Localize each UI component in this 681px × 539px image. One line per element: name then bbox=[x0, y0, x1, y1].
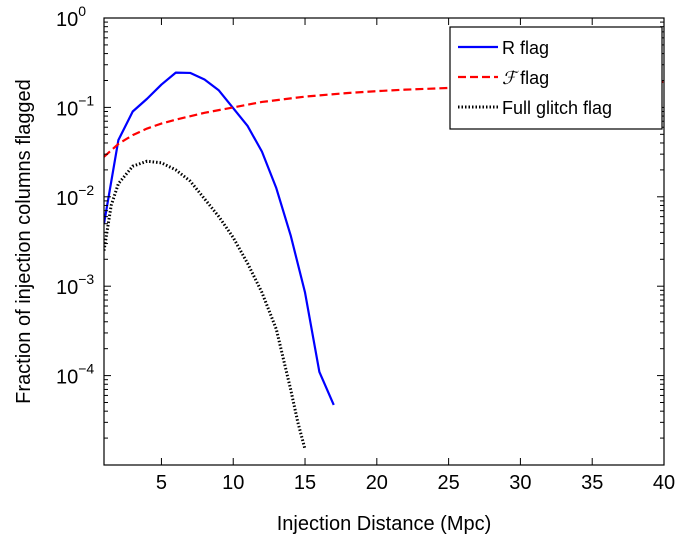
x-tick-label: 40 bbox=[653, 472, 675, 494]
y-tick-label: 10−1 bbox=[56, 92, 94, 120]
series-layer bbox=[104, 71, 664, 450]
y-tick-label: 100 bbox=[56, 3, 86, 31]
x-tick-label: 5 bbox=[156, 472, 167, 494]
legend: R flag ℱ flag Full glitch flag bbox=[449, 26, 663, 130]
y-axis-label: Fraction of injection columns flagged bbox=[13, 79, 35, 404]
series-line-2 bbox=[104, 80, 664, 158]
y-tick-label: 10−2 bbox=[56, 182, 94, 210]
y-tick-label: 10−3 bbox=[56, 271, 94, 299]
legend-label-1: R flag bbox=[502, 38, 549, 58]
x-tick-label: 20 bbox=[366, 472, 388, 494]
y-tick-label: 10−4 bbox=[56, 361, 94, 389]
x-tick-label: 10 bbox=[222, 472, 244, 494]
x-tick-label: 30 bbox=[509, 472, 531, 494]
legend-label-3: Full glitch flag bbox=[502, 98, 612, 118]
series-line-3 bbox=[104, 159, 307, 450]
series-line-1 bbox=[104, 71, 335, 406]
ticks-layer: 5 10 15 20 25 30 35 40 10−4 10−3 10−2 10−1 100 bbox=[56, 3, 675, 494]
x-axis-label: Injection Distance (Mpc) bbox=[277, 513, 492, 535]
x-tick-label: 15 bbox=[294, 472, 316, 494]
plot-frame bbox=[103, 17, 665, 466]
legend-box bbox=[449, 26, 663, 130]
x-tick-label: 25 bbox=[437, 472, 459, 494]
x-tick-label: 35 bbox=[581, 472, 603, 494]
